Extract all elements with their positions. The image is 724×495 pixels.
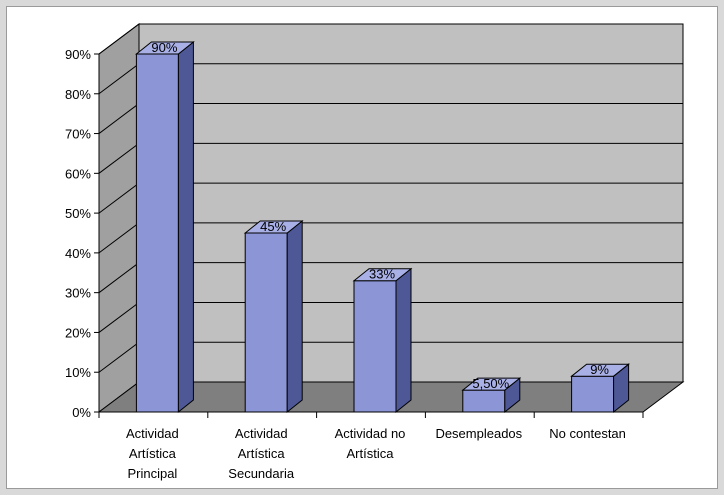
bar-top <box>461 377 522 391</box>
data-label: 90% <box>151 40 177 55</box>
data-label: 9% <box>590 362 609 377</box>
y-tick-label: 20% <box>65 325 91 340</box>
bar <box>135 53 179 413</box>
chart-frame: 0% 10% 20% 30% 40% 50% 60% 70% 80% 90% 90% Activida… <box>6 6 718 489</box>
data-label: 45% <box>260 219 286 234</box>
bar-top <box>243 220 304 234</box>
bar <box>244 232 288 413</box>
y-tick-label: 80% <box>65 87 91 102</box>
data-label: 33% <box>369 267 395 282</box>
bar-top <box>352 268 413 282</box>
bar-side <box>177 40 194 414</box>
bar-chart: 0% 10% 20% 30% 40% 50% 60% 70% 80% 90% 90% Activida… <box>65 23 685 481</box>
bar-top <box>570 363 631 377</box>
category-label: Artística <box>347 446 395 461</box>
category-label: Actividad <box>126 426 179 441</box>
y-tick-label: 10% <box>65 365 91 380</box>
bar <box>571 375 615 413</box>
bar-side <box>395 267 412 414</box>
data-label: 5,50% <box>472 376 509 391</box>
category-label: Secundaria <box>228 466 295 481</box>
gridline <box>98 23 683 55</box>
y-tick-label: 70% <box>65 127 91 142</box>
y-tick-label: 40% <box>65 246 91 261</box>
y-tick-label: 50% <box>65 206 91 221</box>
category-label: Actividad <box>235 426 288 441</box>
category-label: Artística <box>129 446 177 461</box>
side-wall <box>98 23 140 413</box>
y-tick-label: 90% <box>65 47 91 62</box>
category-label: Actividad no <box>335 426 406 441</box>
y-tick-label: 60% <box>65 166 91 181</box>
category-label: Principal <box>127 466 177 481</box>
y-tick-label: 30% <box>65 286 91 301</box>
category-label: Desempleados <box>435 426 522 441</box>
y-tick-label: 0% <box>72 405 91 420</box>
bar-side <box>286 219 303 414</box>
category-label: Artística <box>238 446 286 461</box>
bar <box>353 280 397 413</box>
bar <box>462 389 506 413</box>
category-label: No contestan <box>549 426 626 441</box>
bar-top <box>134 41 195 55</box>
